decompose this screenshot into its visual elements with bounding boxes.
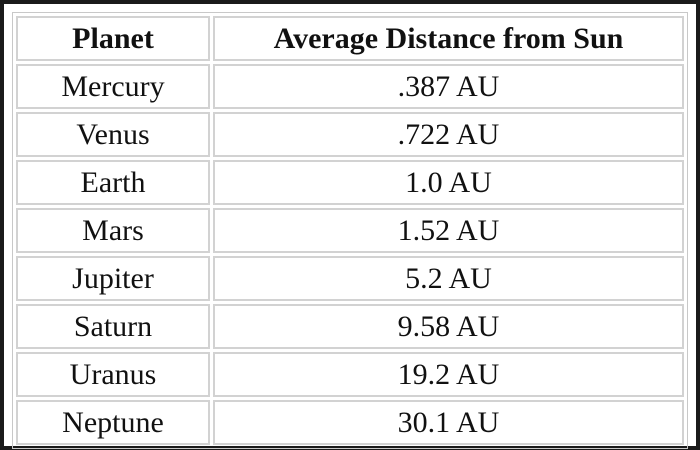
header-row: Planet Average Distance from Sun (16, 16, 684, 61)
planet-cell: Venus (16, 112, 210, 157)
header-distance: Average Distance from Sun (213, 16, 684, 61)
distance-cell: 19.2 AU (213, 352, 684, 397)
distance-cell: 1.0 AU (213, 160, 684, 205)
table-row: Uranus 19.2 AU (16, 352, 684, 397)
planet-cell: Earth (16, 160, 210, 205)
planet-cell: Jupiter (16, 256, 210, 301)
planet-cell: Uranus (16, 352, 210, 397)
distance-cell: 5.2 AU (213, 256, 684, 301)
distance-cell: 9.58 AU (213, 304, 684, 349)
planet-cell: Neptune (16, 400, 210, 445)
planet-cell: Saturn (16, 304, 210, 349)
table-row: Mars 1.52 AU (16, 208, 684, 253)
table-row: Mercury .387 AU (16, 64, 684, 109)
distance-cell: 30.1 AU (213, 400, 684, 445)
table-row: Earth 1.0 AU (16, 160, 684, 205)
table-row: Neptune 30.1 AU (16, 400, 684, 445)
planet-cell: Mercury (16, 64, 210, 109)
table-row: Venus .722 AU (16, 112, 684, 157)
table-row: Jupiter 5.2 AU (16, 256, 684, 301)
distance-cell: .387 AU (213, 64, 684, 109)
header-planet: Planet (16, 16, 210, 61)
table-row: Saturn 9.58 AU (16, 304, 684, 349)
distance-cell: 1.52 AU (213, 208, 684, 253)
planet-distance-table: Planet Average Distance from Sun Mercury… (12, 12, 688, 449)
distance-cell: .722 AU (213, 112, 684, 157)
planet-cell: Mars (16, 208, 210, 253)
